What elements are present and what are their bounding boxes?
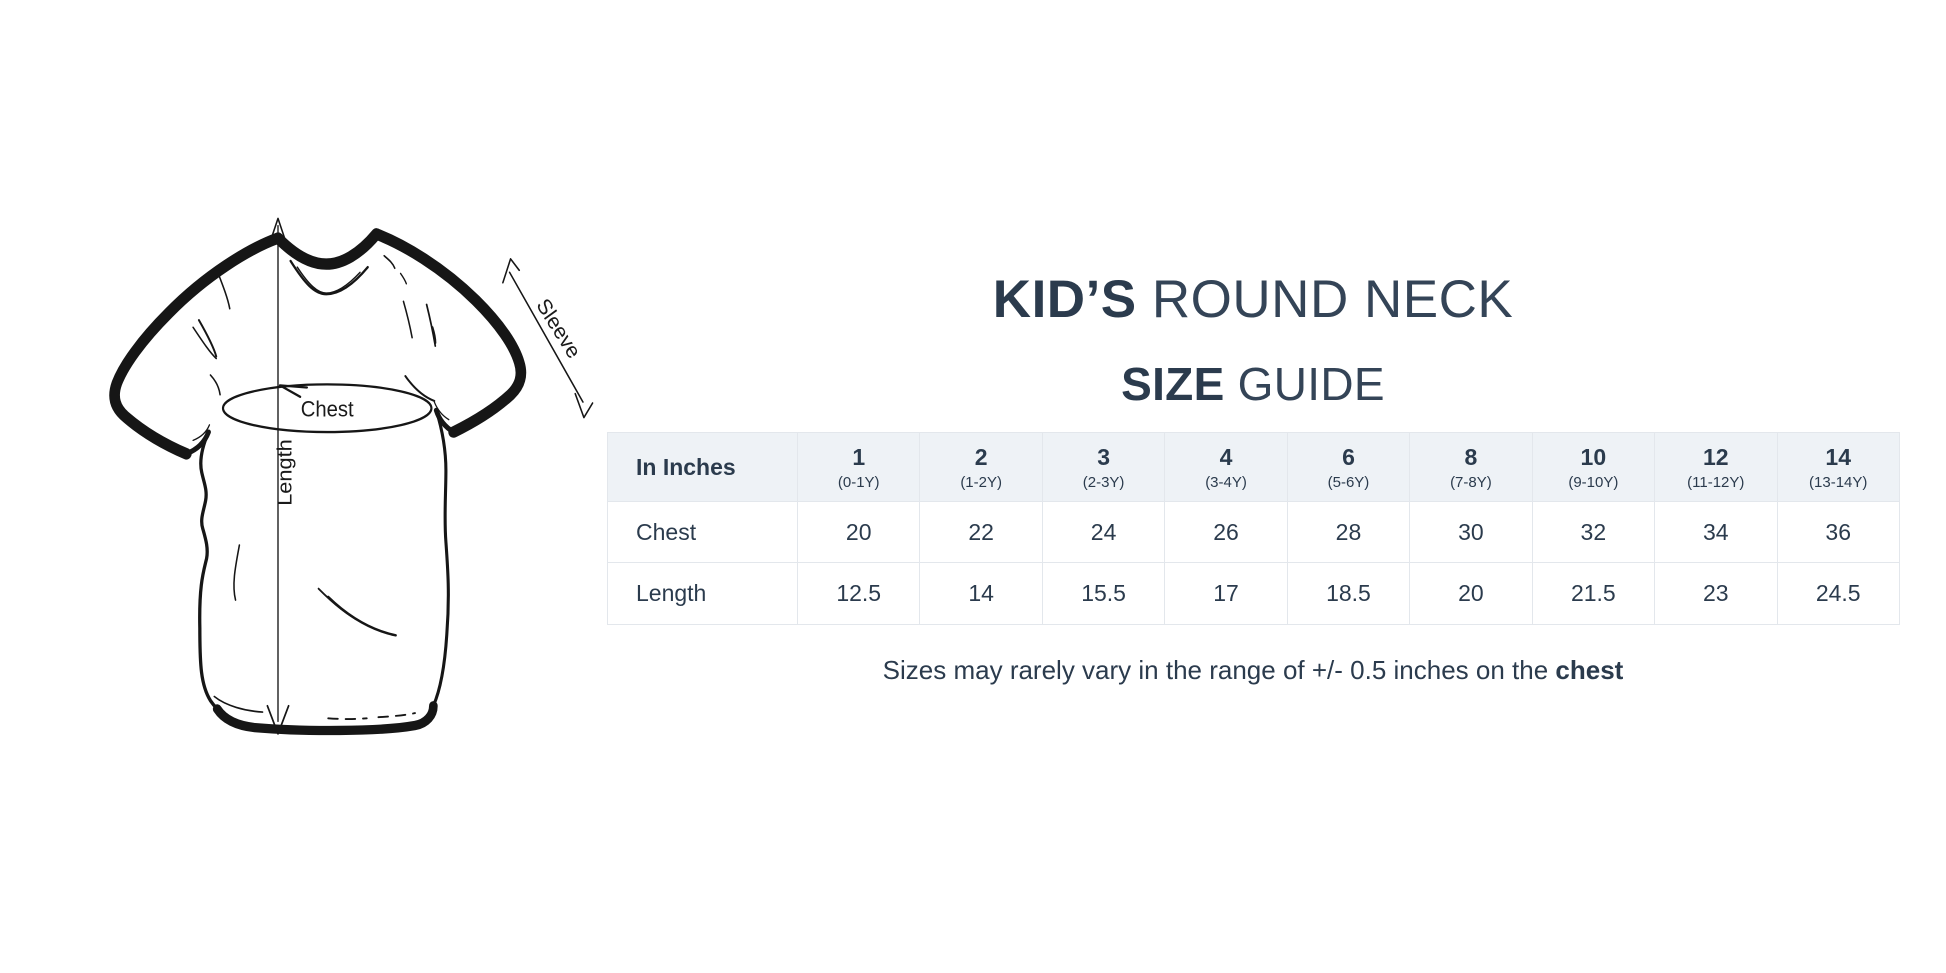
- svg-text:Sleeve: Sleeve: [532, 295, 585, 363]
- svg-text:Chest: Chest: [301, 398, 354, 422]
- svg-text:Length: Length: [274, 439, 296, 506]
